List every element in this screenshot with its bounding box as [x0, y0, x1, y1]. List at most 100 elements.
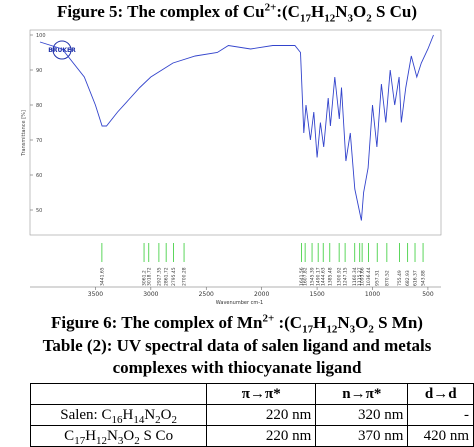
text-run: 17: [302, 323, 314, 336]
table-cell: -: [407, 404, 474, 426]
text-run: H: [310, 2, 325, 21]
x-tick-label: 3500: [88, 291, 103, 298]
peak-label: 3441.65: [99, 267, 105, 286]
text-run: N: [337, 313, 350, 332]
header-cell: π→π*: [206, 383, 317, 405]
peak-label: 1036.44: [366, 267, 372, 286]
peak-label: 2861.72: [164, 267, 170, 286]
peak-label: 870.52: [384, 270, 390, 286]
peak-label: 1160.34: [352, 267, 358, 286]
data-table: π→π* n→π* d→d Salen: C16H14N2O2 220 nm 320 nm…: [29, 383, 474, 447]
text-run: Figure 6: The complex of Mn: [51, 313, 263, 332]
table-caption: complexes with thiocyanate ligand: [112, 358, 362, 377]
peak-label: 616.37: [413, 270, 419, 286]
text-run: H: [85, 427, 97, 444]
peak-label: 1545.39: [310, 267, 316, 286]
logo: BRUKER: [48, 47, 76, 54]
peak-label: 543.88: [421, 270, 427, 286]
text-run: N: [107, 427, 118, 444]
text-run: 14: [133, 413, 145, 426]
text-run: 2: [171, 413, 178, 426]
table-cell: 320 nm: [315, 404, 409, 426]
x-tick-label: 2500: [199, 291, 214, 298]
text-run: N: [144, 406, 156, 423]
table-caption: Table (2): UV spectral data of salen lig…: [42, 336, 432, 355]
peak-label: 957.31: [375, 270, 381, 286]
text-run: O: [352, 2, 367, 21]
figure-caption: Figure 5: The complex of Cu2+:(C17H12N3O…: [0, 1, 474, 25]
text-run: 3: [347, 12, 353, 25]
x-tick-label: 2000: [254, 291, 269, 298]
y-axis-label: Transmittance [%]: [21, 110, 27, 157]
peak-label: 755.49: [397, 270, 403, 286]
peak-label: 682.93: [405, 270, 411, 286]
text-run: 12: [324, 12, 336, 25]
peak-label: 1641.56: [299, 267, 305, 286]
logo-ring: [52, 40, 72, 60]
table-row: C17H12N3O2 S Co 220 nm 370 nm 420 nm: [29, 425, 474, 447]
peak-label: 1300.92: [337, 267, 343, 286]
peak-label: 3018.72: [146, 267, 152, 286]
text-run: 16: [111, 413, 123, 426]
text-run: 3: [349, 323, 356, 336]
text-run: 12: [326, 323, 338, 336]
header-cell: [29, 383, 208, 405]
peak-label: 1607.82: [303, 267, 309, 286]
x-tick-label: 1500: [309, 291, 324, 298]
x-axis-label: Wavenumber cm-1: [216, 300, 263, 306]
text-run: H: [122, 406, 134, 423]
peak-label: 3061.2: [142, 270, 148, 286]
text-run: N: [335, 2, 348, 21]
peak-label: 1490.17: [316, 267, 322, 286]
figure-caption: Figure 6: The complex of Mn2+ :(C17H12N3…: [0, 312, 474, 336]
text-run: 3: [117, 434, 124, 447]
table-cell: 370 nm: [315, 425, 409, 447]
peak-label: 2700.28: [182, 267, 188, 286]
y-tick-label: 70: [36, 138, 42, 144]
y-tick-label: 100: [36, 33, 46, 39]
text-run: S Mn): [373, 313, 423, 332]
y-tick-label: 80: [36, 103, 42, 109]
peak-label: 1385.48: [327, 267, 333, 286]
x-tick-label: 500: [422, 291, 434, 298]
text-run: 2: [366, 12, 372, 25]
text-run: :(C: [276, 2, 300, 21]
text-run: H: [313, 313, 327, 332]
peak-label: 1444.63: [321, 267, 327, 286]
text-run: O: [160, 406, 172, 423]
x-tick-label: 1000: [365, 291, 380, 298]
text-run: O: [355, 313, 369, 332]
table-cell: 420 nm: [407, 425, 474, 447]
x-tick-label: 3000: [143, 291, 158, 298]
text-run: 2: [134, 434, 140, 447]
table-cell: C17H12N3O2 S Co: [29, 425, 208, 447]
peak-label: 2795.45: [171, 267, 177, 286]
text-run: 2: [368, 323, 374, 336]
y-tick-label: 50: [36, 208, 42, 214]
text-run: S Cu): [371, 2, 418, 21]
peak-label: 2927.35: [156, 267, 162, 286]
table-cell: 220 nm: [206, 404, 317, 426]
text-run: 17: [299, 12, 311, 25]
peak-label: 1115.27: [357, 267, 363, 286]
header-cell: n→π*: [315, 383, 409, 405]
text-run: Figure 5: The complex of Cu: [56, 2, 265, 21]
text-run: 2+: [262, 312, 275, 325]
table-cell: Salen: C16H14N2O2: [29, 404, 208, 426]
text-run: 17: [74, 434, 86, 447]
text-run: 12: [96, 434, 108, 447]
text-run: C: [64, 427, 75, 444]
text-run: 2: [155, 413, 161, 426]
peak-label: 1247.15: [343, 267, 349, 286]
text-run: Salen: C: [60, 406, 112, 423]
text-run: S Co: [139, 427, 174, 444]
text-run: O: [123, 427, 135, 444]
table-row: Salen: C16H14N2O2 220 nm 320 nm -: [29, 404, 474, 426]
peak-label: 1093.66: [360, 267, 366, 286]
spectrum-chart: 100 90 80 70 60 50 Transmittance [%] BRUKER 3441…: [21, 29, 442, 306]
text-run: 2+: [264, 1, 277, 14]
header-cell: d→d: [407, 383, 474, 405]
table-cell: 220 nm: [206, 425, 317, 447]
spectrum-line: [39, 34, 434, 221]
